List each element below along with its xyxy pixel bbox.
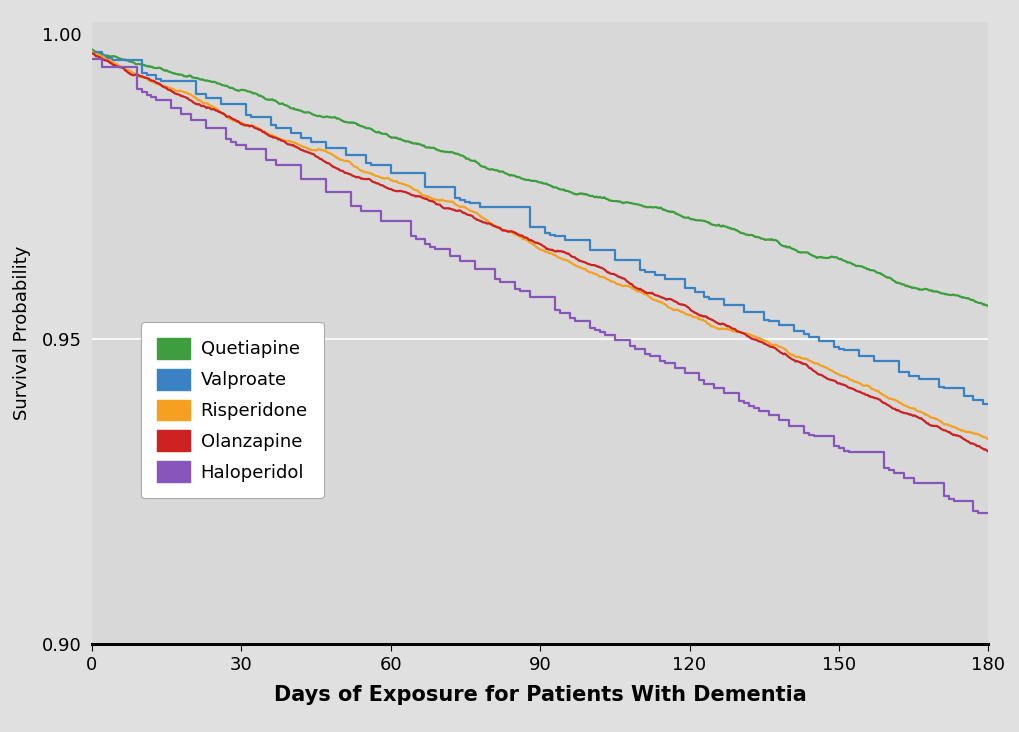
X-axis label: Days of Exposure for Patients With Dementia: Days of Exposure for Patients With Demen… [274, 685, 806, 705]
Legend: Quetiapine, Valproate, Risperidone, Olanzapine, Haloperidol: Quetiapine, Valproate, Risperidone, Olan… [141, 322, 324, 498]
Y-axis label: Survival Probability: Survival Probability [13, 246, 31, 420]
